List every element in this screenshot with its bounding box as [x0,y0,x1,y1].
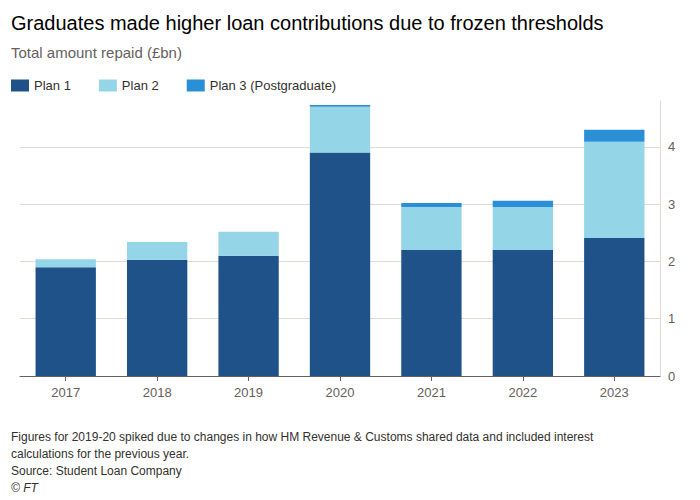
svg-text:2017: 2017 [51,385,80,400]
svg-text:0: 0 [668,369,675,384]
svg-text:1: 1 [668,311,675,326]
svg-text:3: 3 [668,197,675,212]
svg-text:2020: 2020 [326,385,355,400]
svg-text:© FT: © FT [11,481,40,495]
svg-text:2019: 2019 [234,385,263,400]
svg-text:Total amount repaid (£bn): Total amount repaid (£bn) [11,44,182,61]
svg-text:Plan 2: Plan 2 [122,78,159,93]
svg-text:Graduates made higher loan con: Graduates made higher loan contributions… [11,12,604,34]
svg-text:Figures for 2019-20 spiked due: Figures for 2019-20 spiked due to change… [11,430,594,444]
svg-text:Plan 1: Plan 1 [34,78,71,93]
svg-text:Source: Student Loan Company: Source: Student Loan Company [11,464,182,478]
svg-text:4: 4 [668,139,675,154]
svg-text:calculations for the previous: calculations for the previous year. [11,447,189,461]
svg-text:2023: 2023 [600,385,629,400]
svg-text:Plan 3 (Postgraduate): Plan 3 (Postgraduate) [210,78,336,93]
svg-text:2022: 2022 [508,385,537,400]
svg-text:2018: 2018 [143,385,172,400]
svg-text:2021: 2021 [417,385,446,400]
svg-text:2: 2 [668,254,675,269]
